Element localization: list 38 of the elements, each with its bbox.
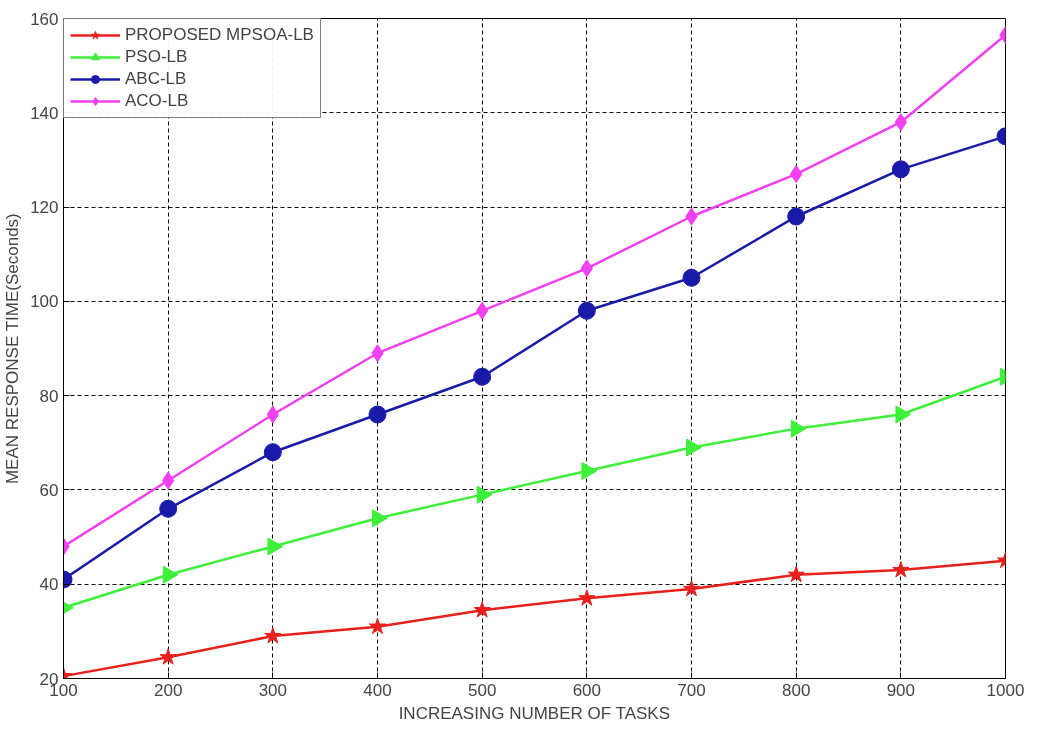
point — [787, 207, 806, 226]
legend-label: PSO-LB — [125, 47, 188, 67]
point — [787, 565, 805, 583]
y-tick-label: 80 — [39, 386, 59, 406]
point — [682, 268, 701, 287]
point — [577, 301, 596, 320]
point — [578, 589, 596, 606]
x-axis-title: INCREASING NUMBER OF TASKS — [398, 703, 671, 723]
point — [159, 499, 178, 518]
point — [682, 579, 701, 597]
x-tick-label: 900 — [886, 680, 916, 700]
legend-label: ACO-LB — [125, 91, 189, 111]
point — [159, 648, 177, 665]
x-tick-label: 500 — [467, 680, 497, 700]
x-tick-label: 1000 — [986, 680, 1025, 700]
x-tick-label: 700 — [677, 680, 706, 700]
point — [473, 367, 492, 386]
point — [891, 160, 910, 179]
point — [264, 627, 282, 644]
point — [368, 617, 387, 635]
x-tick-label: 800 — [781, 680, 811, 700]
y-tick-label: 100 — [30, 292, 59, 312]
legend-label: PROPOSED MPSOA-LB — [125, 25, 314, 45]
x-tick-label: 300 — [258, 680, 288, 700]
y-axis-title: MEAN RESPONSE TIME(Seconds) — [3, 213, 23, 485]
point — [892, 561, 910, 578]
point — [368, 405, 387, 424]
y-tick-label: 40 — [39, 575, 59, 595]
y-tick-label: 140 — [30, 103, 59, 123]
x-tick-label: 200 — [153, 680, 183, 700]
x-tick-label: 600 — [572, 680, 602, 700]
y-tick-label: 60 — [39, 480, 59, 500]
point — [473, 601, 491, 618]
point — [263, 443, 282, 462]
legend-label: ABC-LB — [125, 69, 187, 89]
x-tick-label: 400 — [363, 680, 392, 700]
y-tick-label: 120 — [30, 198, 59, 218]
y-tick-label: 160 — [30, 9, 59, 29]
